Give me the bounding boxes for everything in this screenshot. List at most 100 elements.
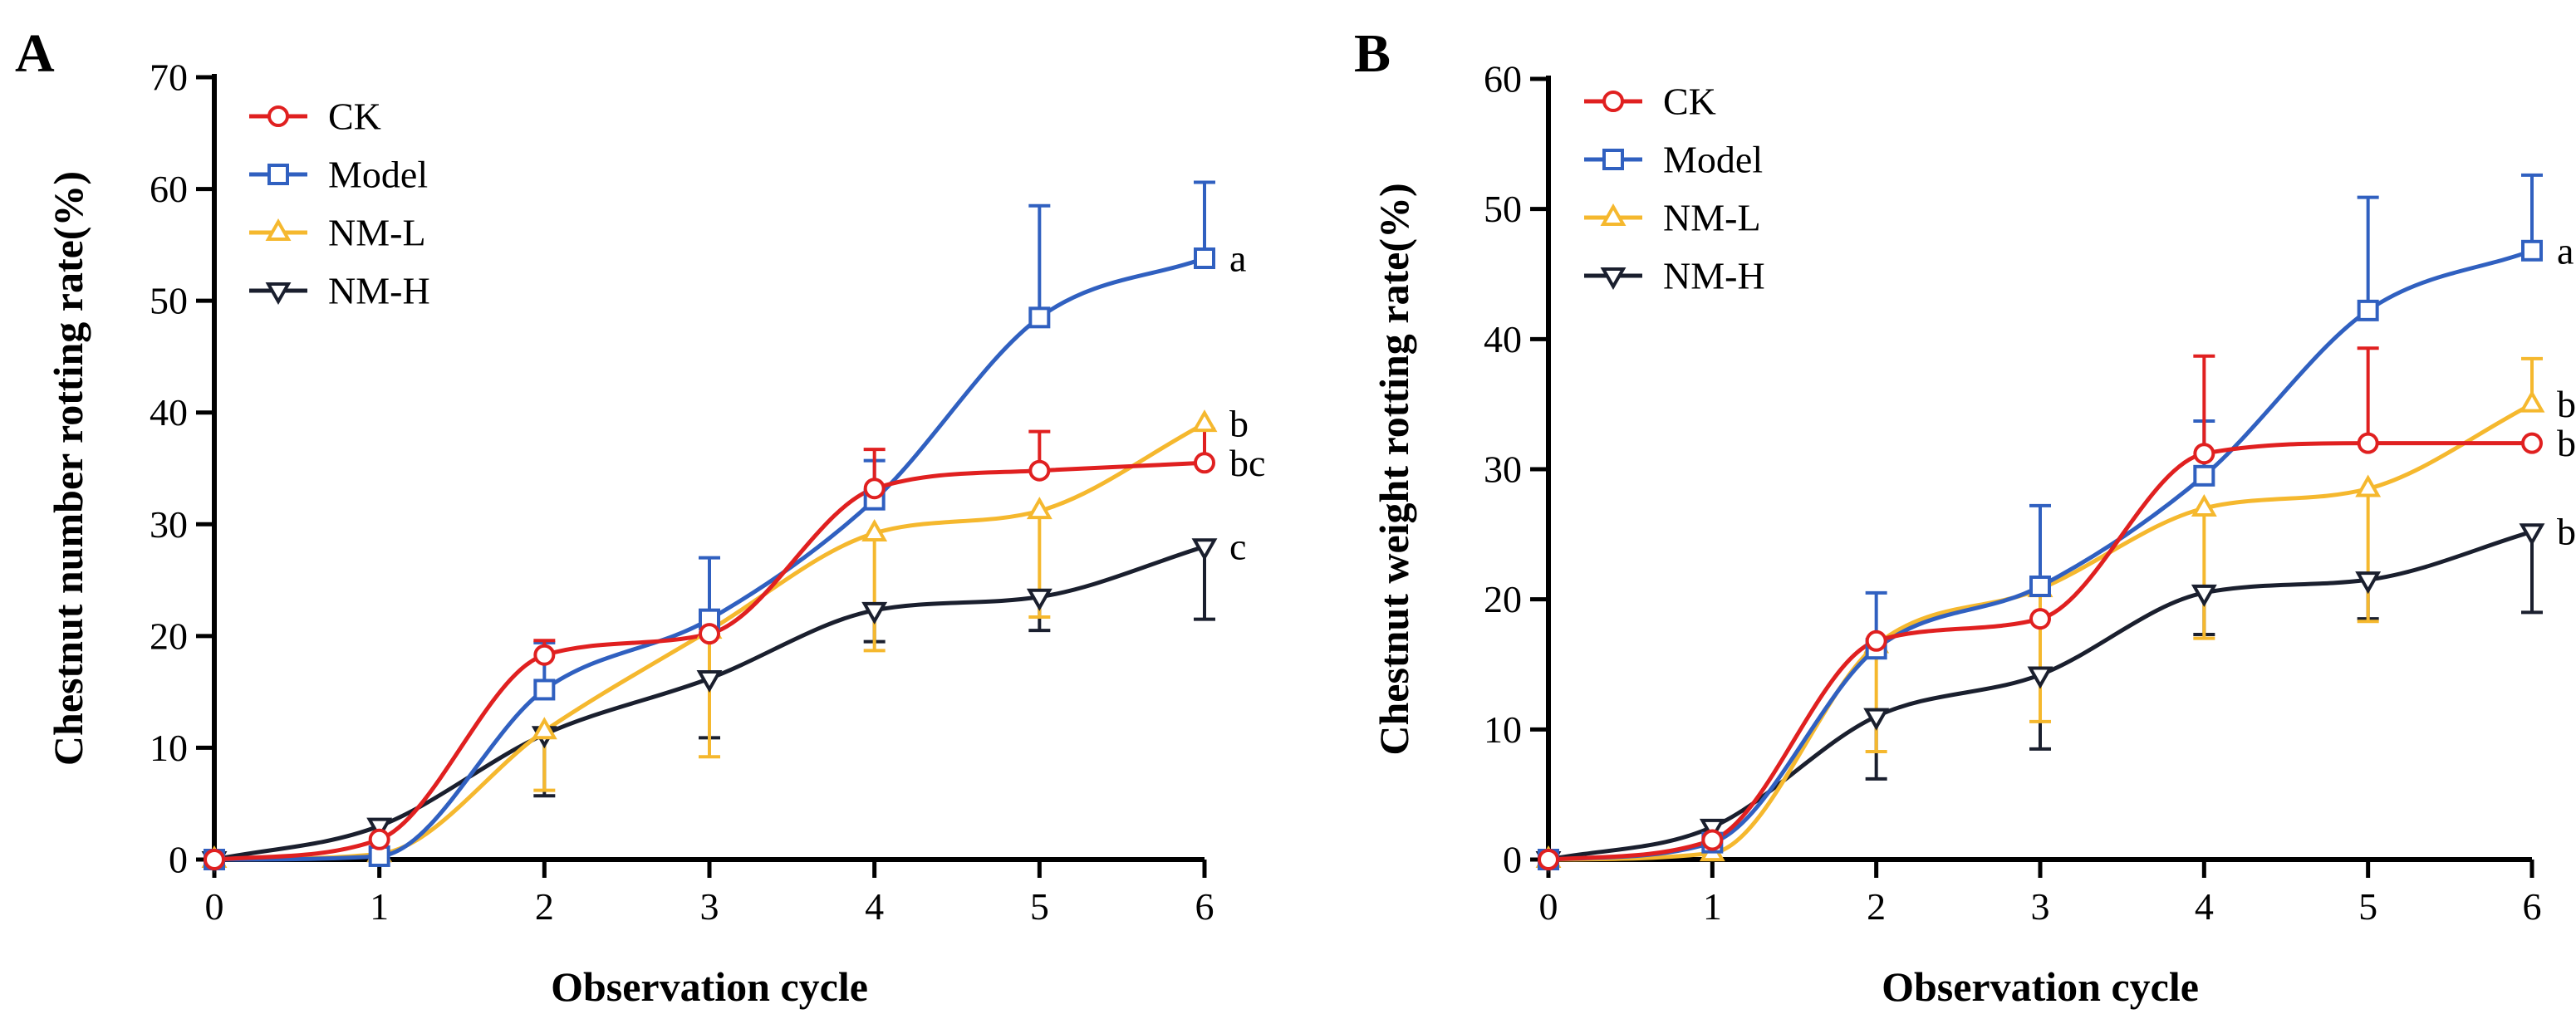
x-tick-label: 2 xyxy=(535,885,554,928)
legend-marker xyxy=(265,218,292,241)
data-point-nm-l xyxy=(531,717,557,740)
y-tick-label: 10 xyxy=(150,727,188,769)
data-point-model xyxy=(1028,306,1051,329)
data-point-nm-h xyxy=(1863,708,1890,731)
x-axis-title: Observation cycle xyxy=(551,963,868,1010)
legend-marker xyxy=(1602,149,1624,170)
y-tick-label: 60 xyxy=(1484,58,1522,100)
legend-label: Model xyxy=(1663,139,1763,181)
data-point-nm-h xyxy=(861,601,888,625)
x-axis-title: Observation cycle xyxy=(1882,963,2199,1010)
panel-letter: A xyxy=(15,23,55,84)
y-tick-label: 20 xyxy=(150,615,188,657)
legend-label: CK xyxy=(1663,81,1716,123)
data-point-model xyxy=(533,679,556,701)
panel-letter: B xyxy=(1354,23,1391,84)
data-point-nm-l xyxy=(2519,389,2545,413)
data-point-ck xyxy=(2193,443,2215,465)
legend-marker xyxy=(265,282,292,306)
x-tick-label: 6 xyxy=(1195,885,1214,928)
data-point-nm-h xyxy=(2027,666,2053,689)
data-point-nm-l xyxy=(861,519,888,542)
significance-label: b xyxy=(2557,383,2576,425)
y-tick-label: 70 xyxy=(150,56,188,99)
significance-label: b xyxy=(2557,511,2576,553)
legend-marker xyxy=(267,164,289,185)
y-axis-title: Chestnut weight rotting rate(%) xyxy=(1371,183,1417,755)
data-point-ck xyxy=(204,849,225,870)
legend-label: NM-L xyxy=(1663,197,1761,239)
data-point-nm-h xyxy=(1026,588,1052,611)
legend-label: CK xyxy=(328,96,381,138)
legend-marker xyxy=(1602,91,1624,112)
data-point-model xyxy=(2521,239,2543,262)
significance-label: bc xyxy=(1229,442,1265,484)
data-point-nm-h xyxy=(366,817,393,840)
data-point-ck xyxy=(1701,829,1724,851)
x-tick-label: 6 xyxy=(2523,885,2542,928)
x-tick-label: 4 xyxy=(2195,885,2214,928)
legend-label: NM-L xyxy=(328,212,426,254)
data-point-nm-h xyxy=(2355,571,2382,595)
data-point-nm-h xyxy=(2191,584,2217,607)
chart-panel-b: B 0 10 20 30 40 50 60 0 1 2 3 4 5 6 Observation cycle Ch… xyxy=(1354,23,2576,1010)
y-tick-label: 40 xyxy=(1484,318,1522,360)
x-tick-label: 1 xyxy=(370,885,389,928)
data-point-nm-h xyxy=(1191,538,1218,561)
chart-panel-a: A 0 10 20 30 40 50 60 70 0 1 2 3 4 5 6 Observation cycle… xyxy=(15,23,1265,1010)
legend-marker xyxy=(1600,203,1627,226)
y-tick-label: 50 xyxy=(1484,188,1522,230)
x-tick-label: 0 xyxy=(205,885,224,928)
x-tick-label: 5 xyxy=(2358,885,2377,928)
x-tick-label: 5 xyxy=(1030,885,1049,928)
legend-label: NM-H xyxy=(328,270,430,312)
data-point-ck xyxy=(2521,432,2543,454)
data-point-ck xyxy=(863,478,886,500)
data-point-ck xyxy=(1194,452,1215,474)
data-point-model xyxy=(1194,247,1215,270)
data-point-ck xyxy=(1865,630,1887,652)
data-point-ck xyxy=(699,623,720,645)
x-tick-label: 3 xyxy=(700,885,719,928)
data-point-nm-h xyxy=(2519,523,2545,546)
y-tick-label: 10 xyxy=(1484,708,1522,751)
y-tick-label: 50 xyxy=(150,280,188,322)
data-point-nm-l xyxy=(2191,493,2217,517)
significance-label: a xyxy=(1229,238,1246,280)
data-point-model xyxy=(2357,299,2379,321)
x-tick-label: 2 xyxy=(1867,885,1886,928)
significance-label: a xyxy=(2557,229,2574,272)
data-point-ck xyxy=(2357,432,2379,454)
y-tick-label: 20 xyxy=(1484,578,1522,620)
y-tick-label: 40 xyxy=(150,391,188,434)
y-tick-label: 0 xyxy=(1503,839,1522,881)
legend-marker xyxy=(267,105,289,127)
x-tick-label: 3 xyxy=(2031,885,2050,928)
significance-label: c xyxy=(1229,526,1246,568)
data-point-ck xyxy=(2029,608,2051,630)
data-point-ck xyxy=(533,644,556,666)
data-point-nm-l xyxy=(2355,474,2382,497)
y-tick-label: 30 xyxy=(150,503,188,546)
significance-label: b xyxy=(1229,403,1249,445)
x-tick-label: 1 xyxy=(1703,885,1722,928)
data-point-nm-l xyxy=(1191,409,1218,433)
data-point-ck xyxy=(1028,459,1051,482)
data-point-nm-l xyxy=(1026,497,1052,520)
x-tick-label: 0 xyxy=(1539,885,1558,928)
data-point-nm-h xyxy=(1699,818,1725,841)
data-point-ck xyxy=(1538,849,1559,870)
legend-marker xyxy=(1600,267,1627,291)
y-axis-title: Chestnut number rotting rate(%) xyxy=(45,171,91,766)
x-tick-label: 4 xyxy=(865,885,884,928)
significance-label: b xyxy=(2557,422,2576,464)
legend-label: NM-H xyxy=(1663,255,1765,297)
legend-label: Model xyxy=(328,154,428,196)
data-point-ck xyxy=(368,828,390,850)
data-point-model xyxy=(2029,576,2051,597)
y-tick-label: 30 xyxy=(1484,448,1522,491)
data-point-model xyxy=(2193,464,2215,487)
y-tick-label: 60 xyxy=(150,168,188,210)
data-point-nm-h xyxy=(696,669,723,693)
